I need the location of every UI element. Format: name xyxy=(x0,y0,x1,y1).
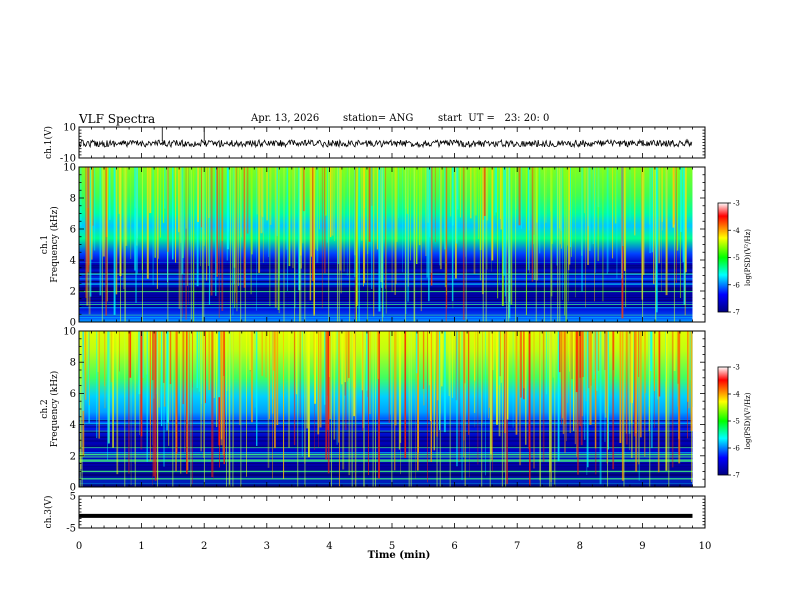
x-tick-label: 8 xyxy=(577,541,583,552)
y-tick-label: -10 xyxy=(60,154,76,165)
x-tick-label: 0 xyxy=(76,541,82,552)
x-tick-label: 5 xyxy=(389,541,395,552)
y-tick-label: 10 xyxy=(63,163,76,174)
ch2-spectrogram-panel: 0 2 4 6 8 10 ch.2 Frequency (kHz) xyxy=(40,327,706,494)
colorbar-ch2: -3 -4 -5 -6 -7 log(PSD)(V²/Hz) xyxy=(717,364,752,480)
colorbar-label: log(PSD)(V²/Hz) xyxy=(744,392,752,449)
colorbar-tick-label: -6 xyxy=(733,445,740,453)
colorbar-scale xyxy=(717,202,729,313)
colorbar-tick-label: -3 xyxy=(733,200,740,208)
ch1-trace xyxy=(78,138,693,149)
y-tick-label: 8 xyxy=(70,194,76,205)
ch1-spectrogram-ylabel-line2: Frequency (kHz) xyxy=(49,206,60,283)
station-label: station= ANG xyxy=(343,113,414,124)
time-axis: 0 1 2 3 4 5 6 7 8 9 10 xyxy=(76,541,712,552)
y-tick-label: 10 xyxy=(63,327,76,338)
ch1-waveform-panel: 10 -10 ch.1(V) xyxy=(43,123,706,165)
colorbar-tick-label: -4 xyxy=(733,391,740,399)
ch1-spectrogram-panel: 0 2 4 6 8 10 ch.1 Frequency (kHz) xyxy=(40,163,706,329)
y-tick-label: 6 xyxy=(70,389,76,400)
colorbar-ch1: -3 -4 -5 -6 -7 log(PSD)(V²/Hz) xyxy=(717,200,752,317)
ch1-spectrogram-ylabel-line1: ch.1 xyxy=(40,235,50,254)
y-tick-label: 4 xyxy=(70,256,76,267)
y-tick-label: 5 xyxy=(70,492,76,503)
x-tick-label: 10 xyxy=(699,541,712,552)
y-tick-label: 4 xyxy=(70,420,76,431)
colorbar-tick-label: -3 xyxy=(733,364,740,372)
ch2-spectrogram-ylabel-line2: Frequency (kHz) xyxy=(49,371,60,448)
colorbar-tick-label: -5 xyxy=(733,418,740,426)
ch2-spectrogram-image xyxy=(79,331,693,487)
colorbar-tick-label: -5 xyxy=(733,254,740,262)
x-tick-label: 2 xyxy=(201,541,207,552)
x-tick-label: 6 xyxy=(451,541,457,552)
x-tick-label: 1 xyxy=(138,541,144,552)
y-tick-label: -5 xyxy=(66,524,76,535)
colorbar-tick-label: -7 xyxy=(733,472,740,480)
y-tick-label: 2 xyxy=(70,287,76,298)
ch3-waveform-panel: 5 -5 ch.3(V) xyxy=(43,492,706,535)
colorbar-scale xyxy=(717,366,729,476)
x-tick-label: 7 xyxy=(514,541,520,552)
colorbar-tick-label: -7 xyxy=(733,309,740,317)
x-axis-label: Time (min) xyxy=(368,550,431,561)
x-tick-label: 9 xyxy=(639,541,645,552)
ch1-ylabel: ch.1(V) xyxy=(43,126,54,159)
x-tick-label: 3 xyxy=(264,541,270,552)
y-tick-label: 0 xyxy=(70,483,76,494)
y-tick-label: 8 xyxy=(70,358,76,369)
ch3-ylabel: ch.3(V) xyxy=(43,496,54,529)
ch1-spectrogram-image xyxy=(79,167,693,322)
ch2-spectrogram-ylabel-line1: ch.2 xyxy=(40,399,50,418)
colorbar-label: log(PSD)(V²/Hz) xyxy=(744,229,752,286)
x-tick-label: 4 xyxy=(326,541,332,552)
y-tick-label: 0 xyxy=(70,318,76,329)
colorbar-tick-label: -4 xyxy=(733,227,740,235)
start-time-label: start UT = 23: 20: 0 xyxy=(438,113,550,124)
y-tick-label: 10 xyxy=(63,123,76,134)
date-label: Apr. 13, 2026 xyxy=(251,113,320,124)
y-tick-label: 2 xyxy=(70,451,76,462)
y-tick-label: 6 xyxy=(70,225,76,236)
colorbar-tick-label: -6 xyxy=(733,281,740,289)
chart-title: VLF Spectra xyxy=(79,112,156,126)
